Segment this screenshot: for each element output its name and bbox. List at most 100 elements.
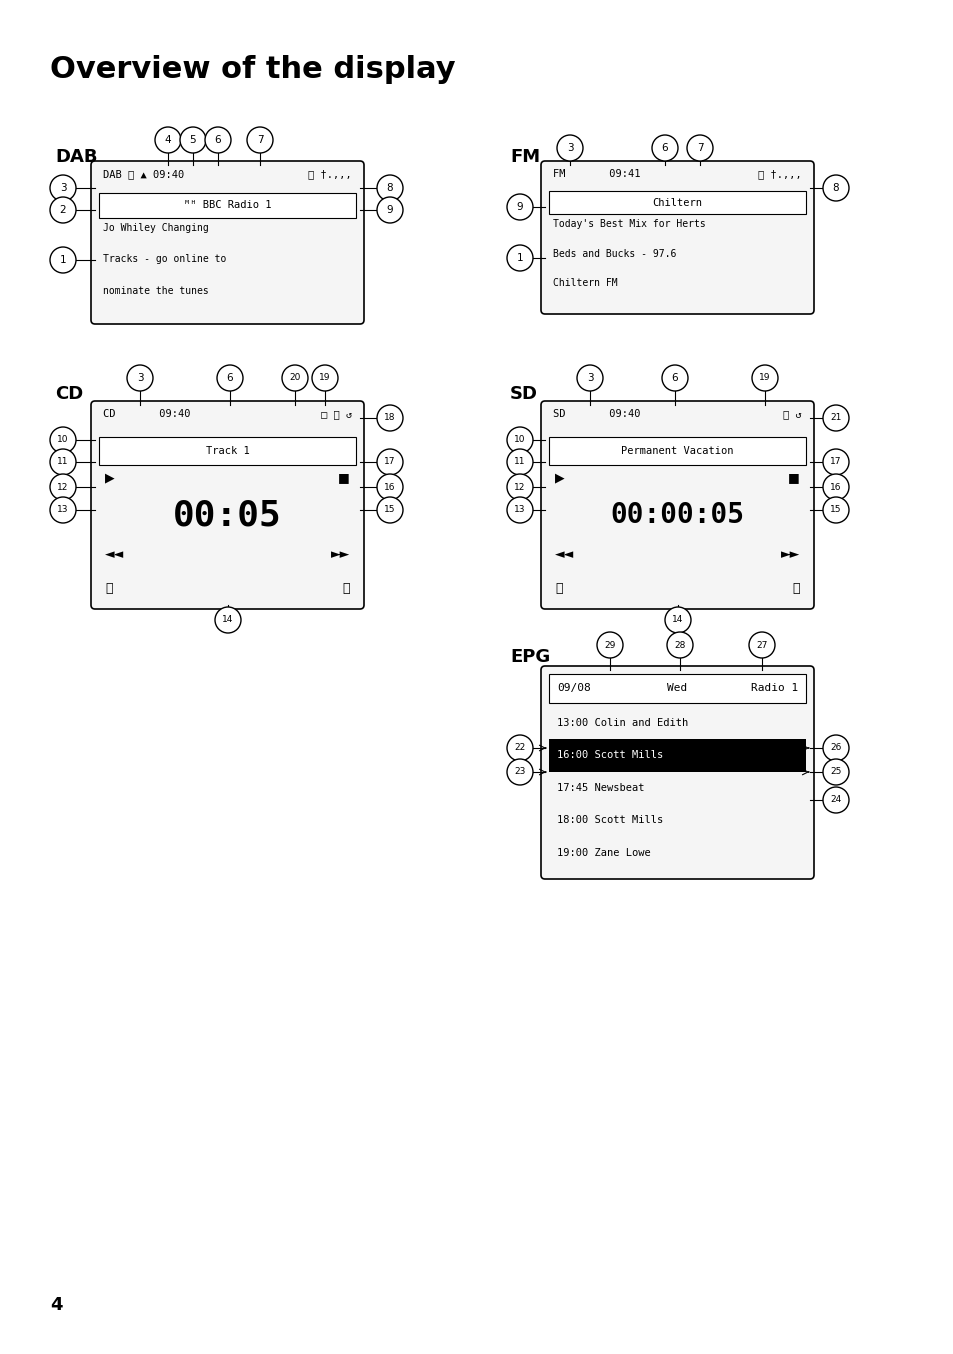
Text: 5: 5 xyxy=(190,135,196,145)
Circle shape xyxy=(822,760,848,785)
FancyBboxPatch shape xyxy=(91,161,364,324)
Text: nominate the tunes: nominate the tunes xyxy=(103,286,209,295)
Circle shape xyxy=(506,735,533,761)
Text: 8: 8 xyxy=(832,183,839,194)
Text: 20: 20 xyxy=(289,374,300,382)
Circle shape xyxy=(822,787,848,812)
Text: Chiltern: Chiltern xyxy=(652,198,701,207)
Circle shape xyxy=(506,450,533,475)
Text: ■: ■ xyxy=(787,471,800,483)
Text: Tracks - go online to: Tracks - go online to xyxy=(103,255,226,264)
Circle shape xyxy=(127,366,152,391)
Text: 13: 13 xyxy=(57,505,69,515)
Text: ►►: ►► xyxy=(780,548,800,562)
Text: ◄◄: ◄◄ xyxy=(105,548,124,562)
Text: 18: 18 xyxy=(384,413,395,422)
Text: 15: 15 xyxy=(384,505,395,515)
Text: 3: 3 xyxy=(586,372,593,383)
Text: 17: 17 xyxy=(384,458,395,467)
Text: Chiltern FM: Chiltern FM xyxy=(553,278,617,288)
Text: ⧗ †.,,,: ⧗ †.,,, xyxy=(758,169,801,179)
Circle shape xyxy=(577,366,602,391)
FancyBboxPatch shape xyxy=(540,666,813,879)
Text: FM: FM xyxy=(510,148,539,167)
Text: 6: 6 xyxy=(214,135,221,145)
Circle shape xyxy=(376,497,402,523)
Circle shape xyxy=(506,474,533,500)
Circle shape xyxy=(50,450,76,475)
Text: 2: 2 xyxy=(60,204,67,215)
Circle shape xyxy=(376,450,402,475)
Text: 9: 9 xyxy=(386,204,393,215)
Text: 3: 3 xyxy=(136,372,143,383)
Circle shape xyxy=(822,735,848,761)
Circle shape xyxy=(376,175,402,200)
Text: 12: 12 xyxy=(514,482,525,492)
Text: Overview of the display: Overview of the display xyxy=(50,56,456,84)
Circle shape xyxy=(506,760,533,785)
Text: 8: 8 xyxy=(386,183,393,194)
Text: 28: 28 xyxy=(674,640,685,650)
Bar xyxy=(548,674,805,703)
Circle shape xyxy=(247,127,273,153)
Text: 21: 21 xyxy=(829,413,841,422)
Text: 17:45 Newsbeat: 17:45 Newsbeat xyxy=(557,783,644,793)
Circle shape xyxy=(282,366,308,391)
Bar xyxy=(99,192,355,218)
Text: EPG: EPG xyxy=(510,649,550,666)
Text: 19: 19 xyxy=(319,374,331,382)
Circle shape xyxy=(748,632,774,658)
Text: Track 1: Track 1 xyxy=(206,445,249,456)
Text: 4: 4 xyxy=(165,135,172,145)
Text: 13:00 Colin and Edith: 13:00 Colin and Edith xyxy=(557,718,687,728)
Text: ⏭: ⏭ xyxy=(792,582,800,596)
Circle shape xyxy=(376,474,402,500)
FancyBboxPatch shape xyxy=(91,401,364,609)
Circle shape xyxy=(376,405,402,431)
Text: 18:00 Scott Mills: 18:00 Scott Mills xyxy=(557,815,662,826)
Text: 13: 13 xyxy=(514,505,525,515)
Text: ⏮: ⏮ xyxy=(105,582,112,596)
Text: 3: 3 xyxy=(60,183,67,194)
Text: 23: 23 xyxy=(514,768,525,776)
Text: 6: 6 xyxy=(661,144,668,153)
Circle shape xyxy=(50,474,76,500)
Bar xyxy=(548,191,805,214)
Text: 6: 6 xyxy=(227,372,233,383)
Bar xyxy=(548,739,805,772)
Circle shape xyxy=(50,427,76,454)
Text: 16: 16 xyxy=(384,482,395,492)
Text: Permanent Vacation: Permanent Vacation xyxy=(620,445,733,456)
Circle shape xyxy=(822,405,848,431)
Text: 25: 25 xyxy=(829,768,841,776)
Text: ■: ■ xyxy=(338,471,350,483)
Circle shape xyxy=(666,632,692,658)
FancyBboxPatch shape xyxy=(540,401,813,609)
Circle shape xyxy=(651,135,678,161)
Text: 9: 9 xyxy=(517,202,523,213)
Text: 09/08: 09/08 xyxy=(557,684,590,693)
Text: ⏮: ⏮ xyxy=(555,582,562,596)
Text: Today's Best Mix for Herts: Today's Best Mix for Herts xyxy=(553,219,705,229)
Circle shape xyxy=(822,497,848,523)
Circle shape xyxy=(506,427,533,454)
Text: 22: 22 xyxy=(514,743,525,753)
Circle shape xyxy=(557,135,582,161)
Circle shape xyxy=(50,246,76,274)
Text: □ ☰ ↺: □ ☰ ↺ xyxy=(320,409,352,418)
Text: 17: 17 xyxy=(829,458,841,467)
Circle shape xyxy=(205,127,231,153)
Circle shape xyxy=(751,366,778,391)
Circle shape xyxy=(50,175,76,200)
Circle shape xyxy=(180,127,206,153)
Text: 15: 15 xyxy=(829,505,841,515)
Text: 27: 27 xyxy=(756,640,767,650)
Text: 1: 1 xyxy=(517,253,523,263)
Text: 00:00:05: 00:00:05 xyxy=(610,501,743,529)
Text: 00:05: 00:05 xyxy=(172,498,281,532)
Text: 12: 12 xyxy=(57,482,69,492)
Text: 6: 6 xyxy=(671,372,678,383)
Text: Wed: Wed xyxy=(667,684,687,693)
Circle shape xyxy=(50,497,76,523)
Circle shape xyxy=(506,194,533,219)
